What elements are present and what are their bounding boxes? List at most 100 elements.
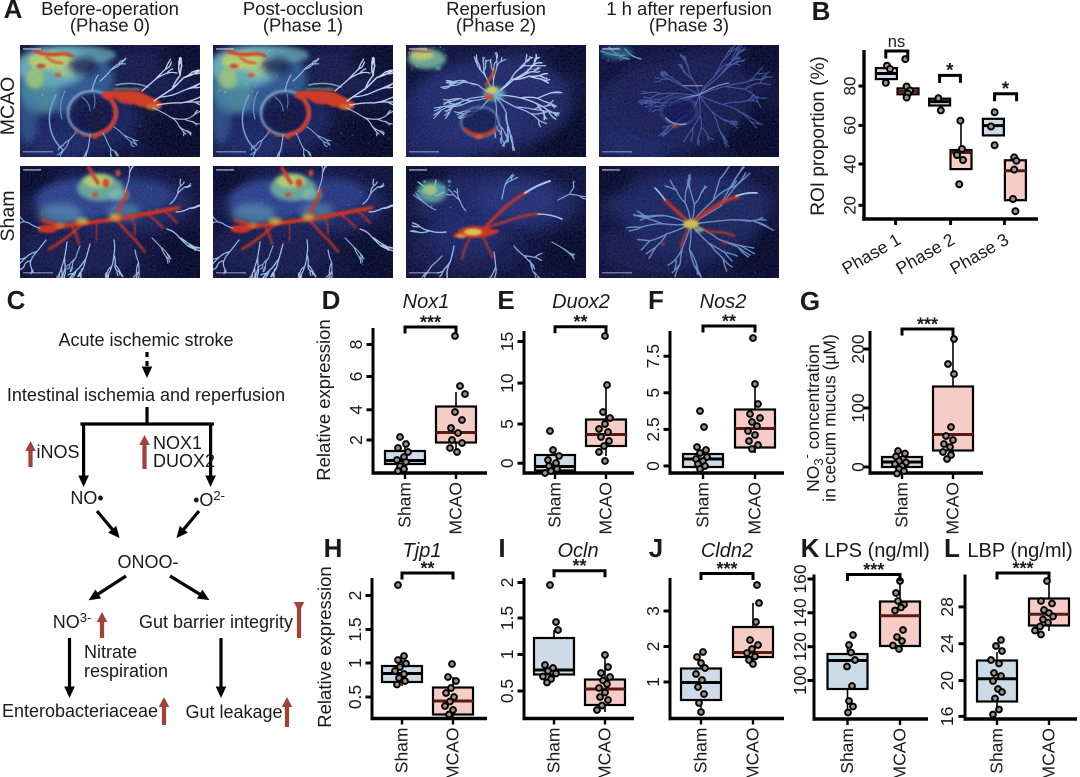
svg-text:80: 80	[841, 77, 860, 96]
svg-text:***: ***	[716, 559, 737, 579]
svg-text:2.5: 2.5	[643, 417, 663, 441]
svg-text:Sham: Sham	[544, 728, 564, 774]
svg-text:MCAO: MCAO	[443, 728, 463, 777]
svg-text:D: D	[322, 285, 341, 315]
svg-text:K: K	[801, 533, 820, 563]
svg-text:10: 10	[497, 373, 517, 393]
svg-text:ONOO-: ONOO-	[118, 552, 179, 572]
svg-text:Ocln: Ocln	[557, 540, 598, 562]
svg-text:20: 20	[841, 196, 860, 215]
svg-text:5: 5	[497, 419, 517, 429]
svg-text:5: 5	[643, 388, 663, 398]
svg-text:H: H	[324, 533, 343, 563]
svg-text:15: 15	[497, 332, 517, 351]
svg-text:Cldn2: Cldn2	[701, 540, 753, 562]
svg-text:60: 60	[841, 116, 860, 135]
svg-text:MCAO: MCAO	[0, 77, 19, 136]
svg-text:Sham: Sham	[0, 191, 19, 242]
svg-text:3: 3	[643, 606, 663, 616]
svg-text:***: ***	[420, 313, 441, 333]
svg-text:Gut barrier integrity: Gut barrier integrity	[139, 612, 293, 632]
svg-text:MCAO: MCAO	[890, 728, 910, 777]
svg-text:0: 0	[497, 458, 517, 468]
svg-text:Sham: Sham	[837, 728, 857, 774]
svg-text:I: I	[498, 533, 505, 563]
svg-text:Sham: Sham	[691, 728, 711, 774]
svg-text:7.5: 7.5	[643, 344, 663, 368]
svg-text:(Phase 3): (Phase 3)	[649, 15, 729, 36]
svg-text:**: **	[573, 312, 587, 332]
svg-text:B: B	[812, 0, 831, 26]
svg-text:Nos2: Nos2	[700, 291, 747, 313]
svg-text:(Phase 2): (Phase 2)	[456, 15, 536, 36]
svg-text:4: 4	[346, 405, 366, 415]
svg-text:2: 2	[346, 435, 366, 445]
svg-text:8: 8	[346, 340, 366, 350]
svg-text:2: 2	[497, 578, 517, 588]
svg-text:200: 200	[848, 334, 868, 363]
svg-text:E: E	[497, 285, 514, 315]
svg-text:MCAO: MCAO	[596, 482, 616, 535]
svg-text:Relative expression: Relative expression	[314, 566, 335, 727]
svg-text:1: 1	[643, 677, 663, 687]
svg-text:NO3- concentration: NO3- concentration	[799, 344, 826, 492]
svg-text:L: L	[944, 533, 960, 563]
svg-text:Sham: Sham	[987, 728, 1007, 774]
svg-text:Relative expression: Relative expression	[313, 319, 334, 480]
svg-text:G: G	[800, 286, 820, 316]
svg-text:120: 120	[790, 632, 810, 661]
svg-text:Sham: Sham	[892, 482, 912, 528]
svg-text:NOX1: NOX1	[153, 433, 202, 453]
svg-text:*: *	[1002, 79, 1010, 100]
svg-text:1: 1	[345, 658, 365, 668]
svg-text:iNOS: iNOS	[36, 442, 79, 462]
svg-text:DUOX2: DUOX2	[153, 451, 215, 471]
svg-text:MCAO: MCAO	[595, 728, 615, 777]
svg-text:Sham: Sham	[693, 482, 713, 528]
svg-text:ROI proportion (%): ROI proportion (%)	[808, 56, 829, 215]
svg-text:24: 24	[937, 634, 957, 654]
svg-text:MCAO: MCAO	[1039, 728, 1059, 777]
svg-text:**: **	[722, 312, 736, 332]
svg-text:1.5: 1.5	[345, 617, 365, 641]
svg-text:Sham: Sham	[545, 482, 565, 528]
svg-text:in cecum mucus (µM): in cecum mucus (µM)	[820, 334, 840, 502]
svg-text:LBP (ng/ml): LBP (ng/ml)	[967, 540, 1072, 562]
svg-text:160: 160	[790, 564, 810, 593]
svg-text:Tjp1: Tjp1	[403, 540, 442, 562]
svg-text:Duox2: Duox2	[552, 291, 610, 313]
svg-text:0.5: 0.5	[497, 679, 517, 703]
svg-text:*: *	[946, 61, 954, 82]
svg-text:A: A	[4, 0, 23, 24]
svg-text:Nitrate: Nitrate	[84, 642, 137, 662]
svg-text:16: 16	[937, 707, 957, 726]
svg-text:100: 100	[790, 666, 810, 695]
svg-text:F: F	[648, 285, 664, 315]
svg-text:1: 1	[497, 650, 517, 660]
svg-text:MCAO: MCAO	[743, 728, 763, 777]
svg-text:J: J	[649, 533, 663, 563]
svg-text:2: 2	[643, 642, 663, 652]
svg-text:**: **	[572, 556, 586, 576]
svg-text:Before-operation: Before-operation	[41, 0, 179, 19]
svg-text:Intestinal ischemia and reperf: Intestinal ischemia and reperfusion	[7, 385, 285, 405]
svg-text:***: ***	[1012, 559, 1033, 579]
svg-text:NO•: NO•	[70, 488, 103, 508]
svg-text:140: 140	[790, 598, 810, 627]
svg-text:Nox1: Nox1	[403, 291, 450, 313]
svg-text:2: 2	[345, 591, 365, 601]
svg-text:MCAO: MCAO	[943, 482, 963, 535]
svg-text:Sham: Sham	[395, 482, 415, 528]
svg-text:20: 20	[937, 671, 957, 691]
svg-text:***: ***	[863, 560, 884, 580]
svg-text:ns: ns	[888, 33, 905, 51]
svg-text:(Phase 1): (Phase 1)	[263, 15, 343, 36]
svg-text:MCAO: MCAO	[745, 482, 765, 535]
svg-text:Post-occlusion: Post-occlusion	[243, 0, 363, 19]
svg-text:MCAO: MCAO	[446, 482, 466, 535]
svg-text:1 h after reperfusion: 1 h after reperfusion	[606, 0, 772, 19]
svg-text:C: C	[7, 285, 26, 315]
svg-text:respiration: respiration	[84, 661, 168, 681]
svg-text:***: ***	[917, 315, 938, 335]
svg-text:Gut leakage: Gut leakage	[185, 702, 282, 722]
